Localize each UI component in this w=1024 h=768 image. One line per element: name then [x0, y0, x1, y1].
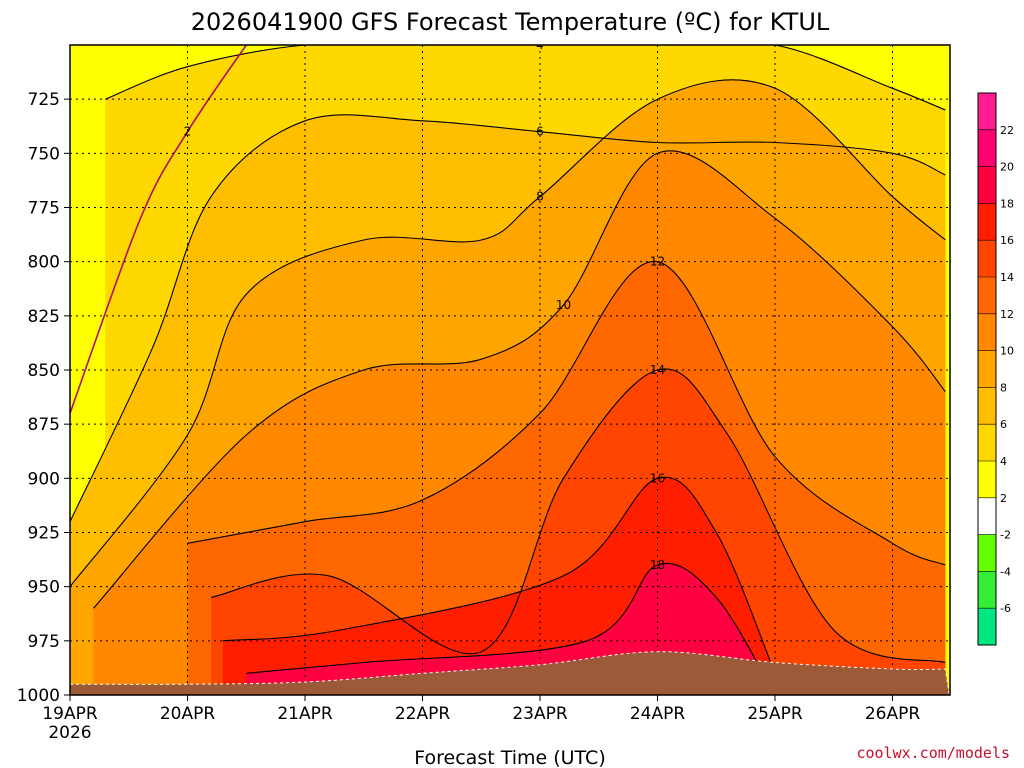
- colorbar-label: 12: [1000, 308, 1014, 321]
- credit-text: coolwx.com/models: [856, 744, 1010, 762]
- colorbar-swatch: [978, 277, 996, 314]
- x-tick-label: 24APR: [630, 704, 686, 724]
- contour-line-4: [105, 45, 946, 111]
- colorbar-swatch: [978, 93, 996, 130]
- colorbar-swatch: [978, 387, 996, 425]
- colorbar-swatch: [978, 461, 996, 498]
- colorbar-label: 2: [1000, 492, 1007, 505]
- colorbar: -6 -4 -2 2 4 6 8 10 12 14 16 18 20 22: [977, 92, 1014, 646]
- colorbar-swatch: [978, 571, 996, 609]
- x-tick-label: 20APR: [160, 704, 216, 724]
- contour-line-2: [70, 45, 247, 414]
- contour-label-18: 18: [650, 558, 665, 572]
- plot-area: 4 2 6 8 10 12 14 16 18: [69, 38, 951, 696]
- chart-title: 2026041900 GFS Forecast Temperature (ºC)…: [191, 8, 830, 36]
- y-tick-label: 800: [28, 253, 60, 273]
- contour-label-6: 6: [536, 125, 544, 139]
- x-tick-label: 25APR: [747, 704, 803, 724]
- x-tick-label: 22APR: [395, 704, 451, 724]
- contour-line-6: [70, 114, 946, 522]
- colorbar-swatch: [978, 350, 996, 388]
- colorbar-label: 6: [1000, 418, 1007, 431]
- contour-label-12: 12: [650, 255, 665, 269]
- contour-label-4: 4: [536, 38, 544, 52]
- y-axis: 725 750 775 800 825 850 875 900 925 950 975 1000: [17, 90, 70, 706]
- colorbar-label: 10: [1000, 345, 1014, 358]
- colorbar-swatch: [978, 203, 996, 241]
- colorbar-label: 20: [1000, 161, 1014, 174]
- contour-line-10: [93, 150, 946, 609]
- colorbar-swatch: [978, 129, 996, 167]
- x-tick-year: 2026: [48, 723, 91, 743]
- contour-line-12: [187, 261, 946, 566]
- x-axis-label: Forecast Time (UTC): [414, 747, 605, 768]
- contour-line-16: [222, 476, 776, 674]
- contour-label-14: 14: [650, 363, 665, 377]
- colorbar-swatch: [978, 166, 996, 204]
- y-tick-label: 875: [28, 415, 60, 435]
- colorbar-label: -4: [1000, 565, 1011, 578]
- x-tick-label: 21APR: [277, 704, 333, 724]
- colorbar-swatch: [978, 240, 996, 277]
- colorbar-label: 22: [1000, 124, 1014, 137]
- colorbar-label: 18: [1000, 197, 1014, 210]
- contour-line-8: [70, 79, 946, 588]
- colorbar-label: 8: [1000, 381, 1007, 394]
- contour-label-2: 2: [184, 125, 192, 139]
- y-tick-label: 750: [28, 144, 60, 164]
- contour-line-18: [246, 562, 776, 695]
- contour-label-8: 8: [536, 190, 544, 204]
- y-tick-label: 725: [28, 90, 60, 110]
- contour-band-14: [211, 368, 946, 695]
- y-tick-label: 975: [28, 632, 60, 652]
- y-tick-label: 775: [28, 199, 60, 219]
- y-tick-label: 925: [28, 524, 60, 544]
- colorbar-swatch: [978, 534, 996, 572]
- y-tick-label: 950: [28, 578, 60, 598]
- colorbar-label: 14: [1000, 271, 1014, 284]
- x-axis: 19APR 20APR 21APR 22APR 23APR 24APR 25APR 26APR…: [42, 695, 920, 743]
- contour-label-16: 16: [650, 471, 665, 485]
- x-tick-label: 19APR: [42, 704, 98, 724]
- terrain: [70, 651, 950, 695]
- colorbar-frame: [977, 92, 997, 646]
- colorbar-swatch: [978, 424, 996, 461]
- x-tick-label: 23APR: [512, 704, 568, 724]
- colorbar-swatch: [978, 497, 996, 535]
- x-tick-label: 26APR: [865, 704, 921, 724]
- contour-label-10: 10: [556, 298, 571, 312]
- colorbar-label: -6: [1000, 602, 1011, 615]
- y-tick-label: 900: [28, 469, 60, 489]
- y-tick-label: 1000: [17, 686, 60, 706]
- y-tick-label: 850: [28, 361, 60, 381]
- colorbar-label: 4: [1000, 455, 1007, 468]
- colorbar-label: -2: [1000, 529, 1011, 542]
- colorbar-label: 16: [1000, 234, 1014, 247]
- colorbar-swatch: [978, 313, 996, 351]
- colorbar-swatch: [978, 608, 996, 645]
- y-tick-label: 825: [28, 307, 60, 327]
